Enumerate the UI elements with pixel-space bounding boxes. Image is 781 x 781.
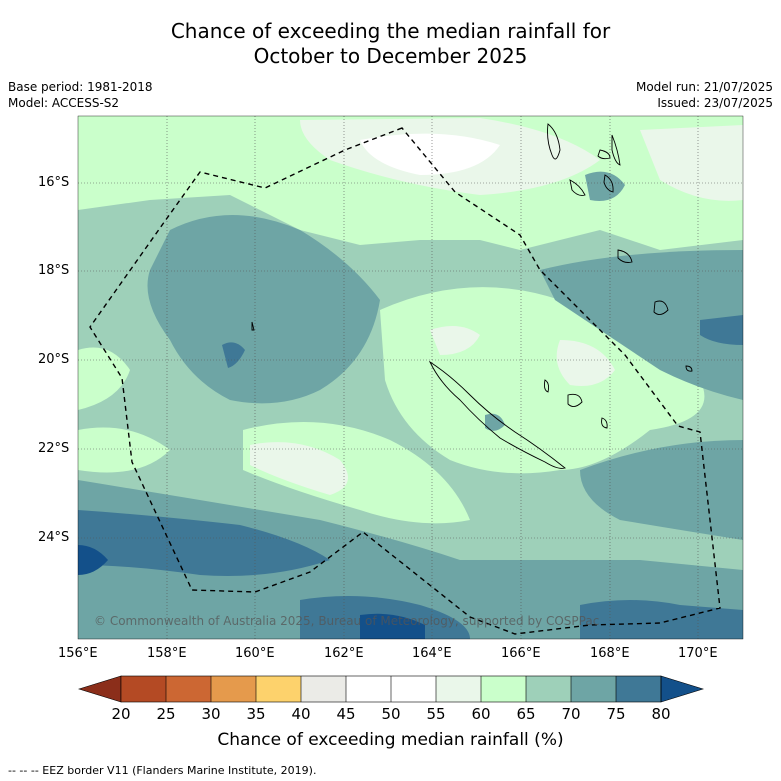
colorbar-swatch: [346, 676, 391, 702]
colorbar-tick-label: 20: [111, 705, 131, 723]
map-frame: [77, 115, 744, 640]
colorbar-tick-label: 80: [651, 705, 671, 723]
vanuatu-island: [547, 123, 561, 160]
colorbar-tick-label: 25: [156, 705, 176, 723]
loyalty-island: [601, 417, 608, 429]
colorbar-tick-label: 55: [426, 705, 446, 723]
lon-label: 166°E: [501, 646, 541, 661]
island: [251, 321, 255, 331]
colorbar-extend-high: [660, 675, 705, 703]
loyalty-island: [543, 379, 550, 393]
colorbar-tick-label: 75: [606, 705, 626, 723]
eez-footnote: -- -- -- EEZ border V11 (Flanders Marine…: [8, 764, 317, 777]
colorbar-tick-label: 30: [201, 705, 221, 723]
colorbar-swatch: [166, 676, 211, 702]
colorbar-tick-label: 50: [381, 705, 401, 723]
new-caledonia-island: [428, 360, 566, 469]
lon-label: 164°E: [412, 646, 452, 661]
colorbar-tick-label: 60: [471, 705, 491, 723]
vanuatu-island: [569, 179, 586, 196]
title-line-1: Chance of exceeding the median rainfall …: [170, 19, 611, 43]
colorbar-swatch: [526, 676, 571, 702]
colorbar-tick-label: 65: [516, 705, 536, 723]
vanuatu-island: [597, 149, 611, 160]
lon-label: 156°E: [58, 646, 98, 661]
lat-label: 18°S: [38, 263, 70, 278]
lat-label: 24°S: [38, 530, 70, 545]
island: [653, 300, 669, 315]
lat-label: 22°S: [38, 441, 70, 456]
vanuatu-island: [617, 249, 633, 263]
vanuatu-island: [611, 134, 621, 166]
loyalty-island: [567, 393, 583, 407]
graticule: [78, 116, 743, 639]
colorbar-swatch: [301, 676, 346, 702]
coastlines: [251, 123, 693, 469]
lon-label: 168°E: [590, 646, 630, 661]
colorbar-swatch: [616, 676, 661, 702]
lat-label: 20°S: [38, 352, 70, 367]
colorbar-swatch: [391, 676, 436, 702]
eez-border: [89, 127, 721, 635]
colorbar-swatch: [571, 676, 616, 702]
colorbar-swatch: [436, 676, 481, 702]
lon-label: 170°E: [678, 646, 718, 661]
copyright-notice: © Commonwealth of Australia 2025, Bureau…: [94, 614, 600, 628]
colorbar-title: Chance of exceeding median rainfall (%): [217, 730, 564, 750]
vanuatu-island: [603, 174, 614, 193]
lat-label: 16°S: [38, 175, 70, 190]
title-line-2: October to December 2025: [253, 44, 528, 68]
issued-date: Issued: 23/07/2025: [657, 96, 773, 110]
lon-label: 162°E: [324, 646, 364, 661]
colorbar-swatch: [481, 676, 526, 702]
base-period: Base period: 1981-2018: [8, 80, 153, 94]
colorbar-swatch: [211, 676, 256, 702]
colorbar-tick-label: 40: [291, 705, 311, 723]
colorbar-swatch: [256, 676, 301, 702]
colorbar-tick-label: 35: [246, 705, 266, 723]
model-name: Model: ACCESS-S2: [8, 96, 120, 110]
colorbar-tick-label: 70: [561, 705, 581, 723]
island: [685, 365, 693, 372]
colorbar-extend-low: [77, 675, 122, 703]
rainfall-contours: [78, 116, 743, 639]
lon-label: 160°E: [235, 646, 275, 661]
colorbar: [77, 675, 705, 703]
colorbar-swatch: [121, 676, 166, 702]
model-run: Model run: 21/07/2025: [635, 80, 773, 94]
colorbar-tick-label: 45: [336, 705, 356, 723]
lon-label: 158°E: [147, 646, 187, 661]
